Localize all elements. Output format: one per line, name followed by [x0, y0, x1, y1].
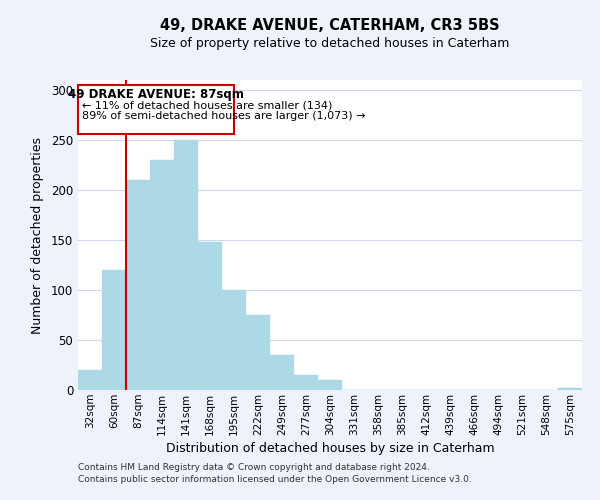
Text: Contains public sector information licensed under the Open Government Licence v3: Contains public sector information licen…: [78, 475, 472, 484]
Text: 49 DRAKE AVENUE: 87sqm: 49 DRAKE AVENUE: 87sqm: [68, 88, 244, 101]
Bar: [78, 370, 102, 390]
FancyBboxPatch shape: [78, 85, 234, 134]
Text: ← 11% of detached houses are smaller (134): ← 11% of detached houses are smaller (13…: [82, 100, 332, 110]
Bar: [198, 242, 222, 390]
Bar: [102, 270, 126, 390]
Bar: [558, 388, 582, 390]
X-axis label: Distribution of detached houses by size in Caterham: Distribution of detached houses by size …: [166, 442, 494, 455]
Bar: [126, 180, 150, 390]
Bar: [222, 290, 246, 390]
Bar: [318, 380, 342, 390]
Bar: [246, 315, 270, 390]
Text: Size of property relative to detached houses in Caterham: Size of property relative to detached ho…: [151, 38, 509, 51]
Bar: [294, 375, 318, 390]
Bar: [174, 140, 198, 390]
Bar: [270, 355, 294, 390]
Text: 49, DRAKE AVENUE, CATERHAM, CR3 5BS: 49, DRAKE AVENUE, CATERHAM, CR3 5BS: [160, 18, 500, 32]
Text: Contains HM Land Registry data © Crown copyright and database right 2024.: Contains HM Land Registry data © Crown c…: [78, 464, 430, 472]
Y-axis label: Number of detached properties: Number of detached properties: [31, 136, 44, 334]
Bar: [150, 160, 174, 390]
Text: 89% of semi-detached houses are larger (1,073) →: 89% of semi-detached houses are larger (…: [82, 111, 365, 121]
